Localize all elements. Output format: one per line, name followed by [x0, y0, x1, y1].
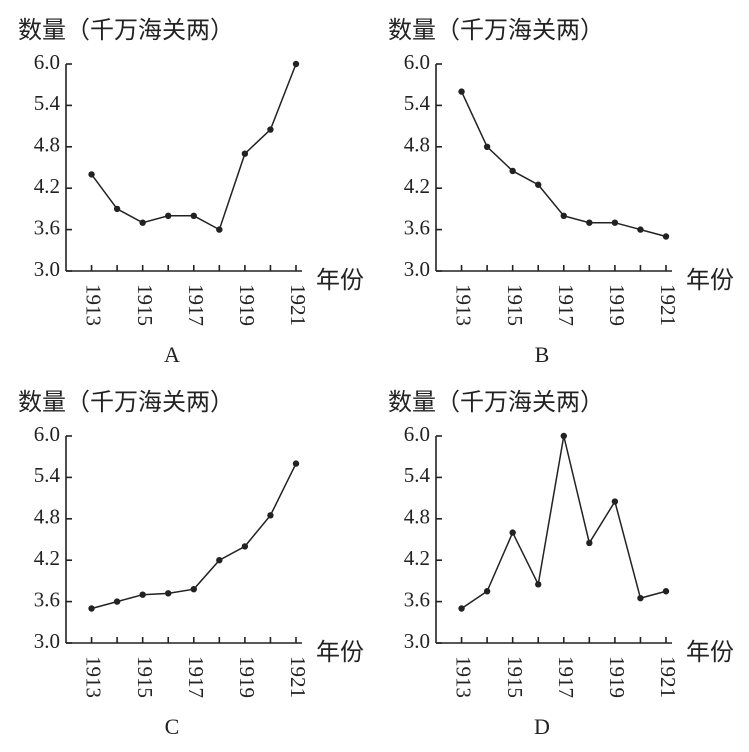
y-tick-label: 5.4	[34, 463, 61, 487]
x-tick-label: 1917	[184, 284, 208, 326]
chart-title: 数量（千万海关两）	[388, 388, 604, 416]
y-tick-label: 3.0	[404, 257, 430, 281]
x-tick-label: 1921	[286, 656, 310, 698]
y-tick-label: 4.8	[404, 133, 430, 157]
panel: 数量（千万海关两） 3.0 3.6 4.2 4.8 5.4 6.0 1913 1915 1917 1…	[18, 388, 364, 739]
y-tick-label: 3.6	[34, 587, 60, 611]
x-axis-label: 年份	[686, 638, 734, 666]
x-tick-label: 1913	[82, 656, 106, 698]
y-tick-label: 6.0	[34, 50, 60, 74]
x-axis-label: 年份	[316, 638, 364, 666]
data-point	[292, 60, 300, 68]
y-tick-label: 6.0	[404, 422, 430, 446]
y-tick-label: 3.6	[404, 587, 430, 611]
y-tick-label: 5.4	[404, 91, 431, 115]
panel-caption: C	[165, 714, 180, 739]
y-tick-label: 4.8	[34, 133, 60, 157]
chart-title: 数量（千万海关两）	[388, 16, 604, 44]
y-tick-label: 4.2	[404, 174, 430, 198]
x-tick-label: 1919	[235, 284, 259, 326]
data-point	[165, 590, 172, 597]
x-tick-label: 1917	[554, 284, 578, 326]
data-point	[190, 585, 197, 593]
data-point	[662, 233, 670, 240]
data-point	[165, 212, 172, 219]
data-point	[88, 171, 95, 178]
y-tick-label: 3.0	[404, 629, 430, 653]
chart-title: 数量（千万海关两）	[18, 16, 234, 44]
data-line	[90, 63, 297, 231]
x-axis-label: 年份	[316, 266, 364, 294]
y-tick-label: 3.0	[34, 257, 60, 281]
y-tick-label: 4.2	[34, 546, 60, 570]
x-tick-label: 1919	[235, 656, 259, 698]
x-tick-label: 1915	[133, 656, 157, 698]
y-tick-label: 6.0	[34, 422, 60, 446]
y-tick-label: 4.8	[404, 505, 430, 529]
y-tick-label: 3.6	[404, 215, 430, 239]
data-point	[216, 557, 223, 564]
panel-caption: B	[535, 342, 550, 367]
data-point	[535, 581, 542, 588]
data-point	[483, 143, 491, 150]
x-tick-label: 1913	[452, 284, 476, 326]
x-tick-label: 1921	[656, 656, 680, 698]
data-point	[637, 226, 644, 233]
x-tick-label: 1919	[605, 284, 629, 326]
data-point	[88, 605, 95, 612]
x-tick-label: 1915	[503, 656, 527, 698]
data-point	[509, 167, 516, 175]
y-tick-label: 5.4	[404, 463, 431, 487]
data-point	[586, 539, 593, 547]
y-tick-label: 3.6	[34, 215, 60, 239]
data-point	[586, 219, 593, 226]
data-point	[241, 150, 249, 157]
x-tick-label: 1913	[82, 284, 106, 326]
data-point	[535, 181, 542, 188]
data-point	[139, 591, 146, 598]
data-point	[509, 529, 516, 536]
x-tick-label: 1919	[605, 656, 629, 698]
data-point	[139, 219, 146, 226]
panel-caption: D	[534, 714, 550, 739]
y-tick-label: 4.2	[404, 546, 430, 570]
y-tick-label: 6.0	[404, 50, 430, 74]
data-point	[458, 605, 465, 612]
data-point	[241, 543, 249, 550]
chart-title: 数量（千万海关两）	[18, 388, 234, 416]
x-axis-label: 年份	[686, 266, 734, 294]
x-tick-label: 1921	[656, 284, 680, 326]
panel: 数量（千万海关两） 3.0 3.6 4.2 4.8 5.4 6.0 1913 1915 1917 1…	[18, 16, 364, 367]
data-point	[190, 212, 197, 219]
data-point	[611, 498, 619, 505]
data-point	[662, 588, 670, 595]
y-tick-label: 3.0	[34, 629, 60, 653]
y-tick-label: 4.2	[34, 174, 60, 198]
data-point	[267, 126, 274, 133]
data-point	[458, 88, 465, 95]
data-line	[461, 435, 667, 610]
data-point	[113, 598, 121, 605]
x-tick-label: 1913	[452, 656, 476, 698]
data-point	[611, 219, 619, 226]
panel: 数量（千万海关两） 3.0 3.6 4.2 4.8 5.4 6.0 1913 1915 1917 1…	[388, 388, 734, 739]
data-point	[216, 226, 223, 233]
y-tick-label: 5.4	[34, 91, 61, 115]
data-point	[560, 212, 567, 219]
data-point	[292, 460, 300, 467]
x-tick-label: 1917	[554, 656, 578, 698]
panel-caption: A	[164, 342, 180, 367]
x-tick-label: 1915	[133, 284, 157, 326]
x-tick-label: 1921	[286, 284, 310, 326]
x-tick-label: 1917	[184, 656, 208, 698]
panel: 数量（千万海关两） 3.0 3.6 4.2 4.8 5.4 6.0 1913 1915 1917 1…	[388, 16, 734, 367]
data-point	[637, 594, 644, 602]
x-tick-label: 1915	[503, 284, 527, 326]
data-point	[113, 205, 121, 213]
data-point	[483, 588, 491, 595]
data-point	[560, 432, 567, 440]
y-tick-label: 4.8	[34, 505, 60, 529]
data-point	[267, 512, 274, 519]
